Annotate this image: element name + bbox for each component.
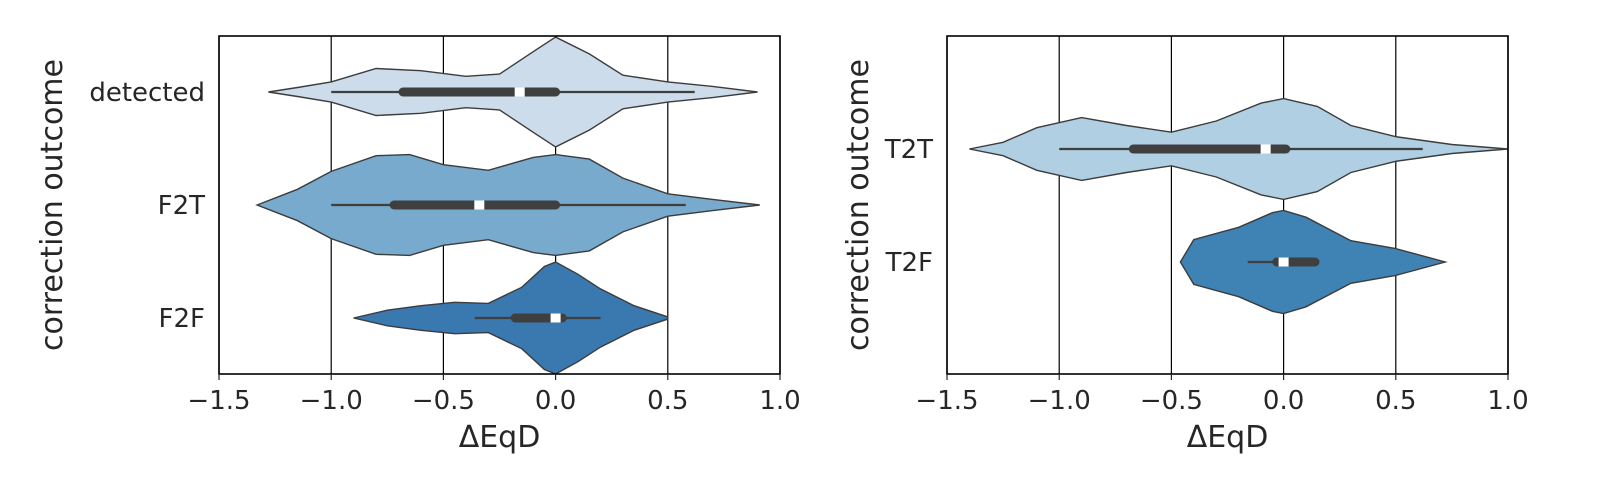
chart-panel-2: T2T T2F −1.5 −1.0 −0.5 0.0 0.5 1.0 ΔEqD correctio… (841, 35, 1529, 455)
x-tick-label: −0.5 (412, 386, 475, 416)
median-marker-f2f (550, 313, 561, 323)
y-tick-label-f2t: F2T (158, 191, 205, 221)
x-axis-label: ΔEqD (1187, 420, 1269, 455)
x-tick-label: −0.5 (1140, 386, 1203, 416)
y-tick-label-detected: detected (89, 78, 205, 108)
plot-frame (946, 35, 1509, 375)
x-tick-label: −1.5 (915, 386, 978, 416)
y-tick-label-t2f: T2F (885, 248, 933, 278)
plot-frame (218, 35, 781, 375)
x-tick-label: 0.5 (647, 386, 688, 416)
median-marker-detected (514, 87, 525, 97)
x-tick-label: 0.5 (1375, 386, 1416, 416)
x-tick-label: −1.0 (1028, 386, 1091, 416)
y-tick-label-f2f: F2F (159, 304, 205, 334)
x-tick-label: 0.0 (535, 386, 576, 416)
y-axis-label: correction outcome (841, 59, 876, 351)
y-tick-label-t2t: T2T (884, 135, 933, 165)
median-marker-f2t (474, 200, 485, 210)
x-axis-label: ΔEqD (459, 420, 541, 455)
y-axis-label: correction outcome (35, 59, 70, 351)
median-marker-t2t (1260, 144, 1271, 154)
x-tick-label: −1.5 (187, 386, 250, 416)
x-tick-label: 1.0 (759, 386, 800, 416)
x-tick-label: 1.0 (1487, 386, 1528, 416)
x-tick-label: −1.0 (300, 386, 363, 416)
x-tick-label: 0.0 (1263, 386, 1304, 416)
chart-panel-1: detected F2T F2F −1.5 −1.0 −0.5 0.0 0.5 1.0 ΔEqD c… (35, 35, 801, 455)
median-marker-t2f (1278, 257, 1289, 267)
